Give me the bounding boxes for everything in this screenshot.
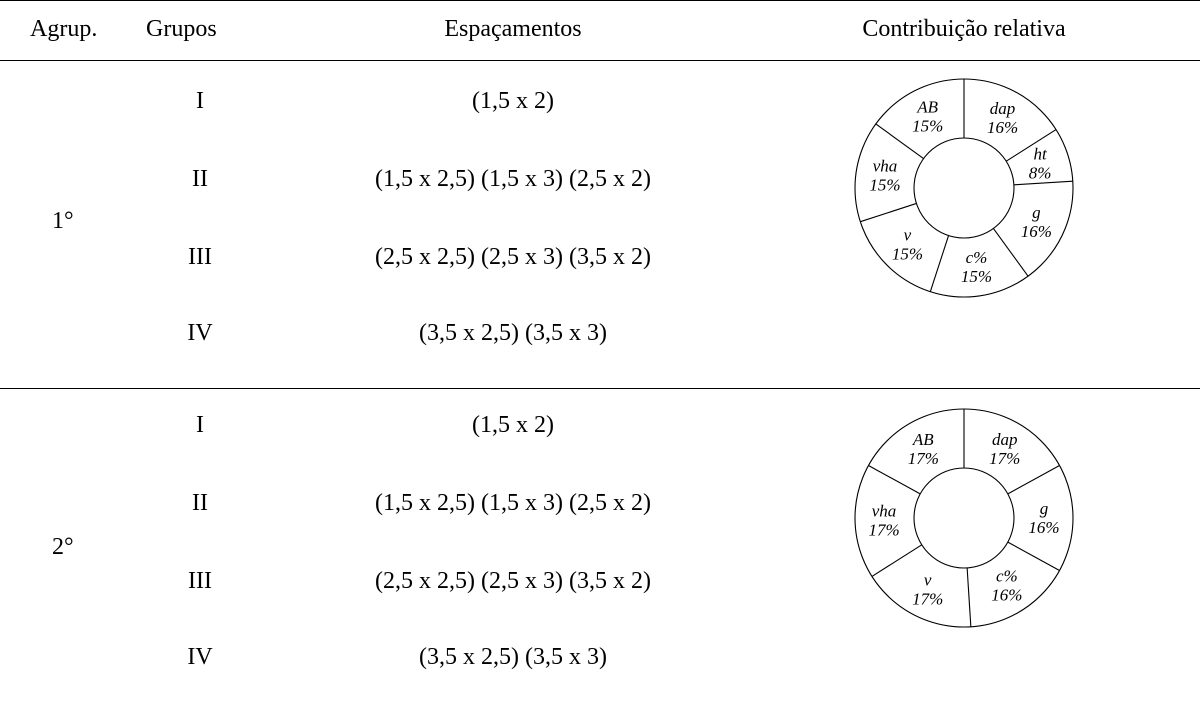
slice-divider [992,228,1029,277]
slice-value-label: 17% [989,449,1020,468]
espacamentos-cell: (2,5 x 2,5) (2,5 x 3) (3,5 x 2) [375,244,651,270]
slice-value-label: 8% [1029,163,1052,182]
slice-category-label: AB [912,430,934,449]
slice-value-label: 17% [868,521,899,540]
slice-category-label: g [1040,499,1049,518]
slice-value-label: 15% [892,245,923,264]
slice-category-label: ht [1033,144,1048,163]
slice-value-label: 16% [1021,222,1052,241]
donut-inner-ring [913,137,1015,239]
slice-divider [1013,180,1073,186]
grupo-cell: III [188,244,212,270]
slice-category-label: c% [966,248,988,267]
slice-category-label: AB [916,98,938,117]
grupo-cell: III [188,568,212,594]
slice-divider [871,544,923,577]
slice-value-label: 16% [991,586,1022,605]
slice-value-label: 16% [987,118,1018,137]
espacamentos-cell: (1,5 x 2) [472,88,554,114]
slice-value-label: 17% [908,449,939,468]
slice-category-label: v [904,226,912,245]
slice-category-label: dap [990,99,1016,118]
grupo-cell: I [196,412,204,438]
header-contribuicao: Contribuição relativa [862,16,1066,42]
espacamentos-cell: (1,5 x 2,5) (1,5 x 3) (2,5 x 2) [375,490,651,516]
espacamentos-cell: (3,5 x 2,5) (3,5 x 3) [419,320,607,346]
slice-divider [929,235,950,292]
grupo-cell: IV [187,320,213,346]
block-label: 1° [52,208,74,234]
slice-category-label: vha [873,156,898,175]
slice-divider [875,123,924,160]
table-top-rule [0,0,1200,1]
slice-divider [1005,129,1057,162]
grupo-cell: I [196,88,204,114]
slice-value-label: 17% [912,589,943,608]
slice-divider [966,567,972,627]
slice-divider [1007,465,1060,495]
block-label: 2° [52,534,74,560]
slice-category-label: v [924,570,932,589]
espacamentos-cell: (2,5 x 2,5) (2,5 x 3) (3,5 x 2) [375,568,651,594]
header-grupos: Grupos [146,16,217,42]
slice-value-label: 15% [961,267,992,286]
slice-category-label: vha [872,502,897,521]
slice-divider [1007,541,1060,571]
slice-category-label: dap [992,430,1018,449]
espacamentos-cell: (1,5 x 2,5) (1,5 x 3) (2,5 x 2) [375,166,651,192]
block-separator-rule [0,388,1200,389]
header-bottom-rule [0,60,1200,61]
slice-value-label: 16% [1028,518,1059,537]
slice-divider [860,202,917,223]
slice-value-label: 15% [869,175,900,194]
grupo-cell: IV [187,644,213,670]
slice-divider [868,465,921,495]
grupo-cell: II [192,490,208,516]
header-agrup: Agrup. [30,16,98,42]
espacamentos-cell: (1,5 x 2) [472,412,554,438]
grupo-cell: II [192,166,208,192]
espacamentos-cell: (3,5 x 2,5) (3,5 x 3) [419,644,607,670]
slice-category-label: c% [996,567,1018,586]
donut-inner-ring [913,467,1015,569]
header-espacamentos: Espaçamentos [444,16,582,42]
slice-category-label: g [1032,203,1041,222]
slice-value-label: 15% [912,117,943,136]
